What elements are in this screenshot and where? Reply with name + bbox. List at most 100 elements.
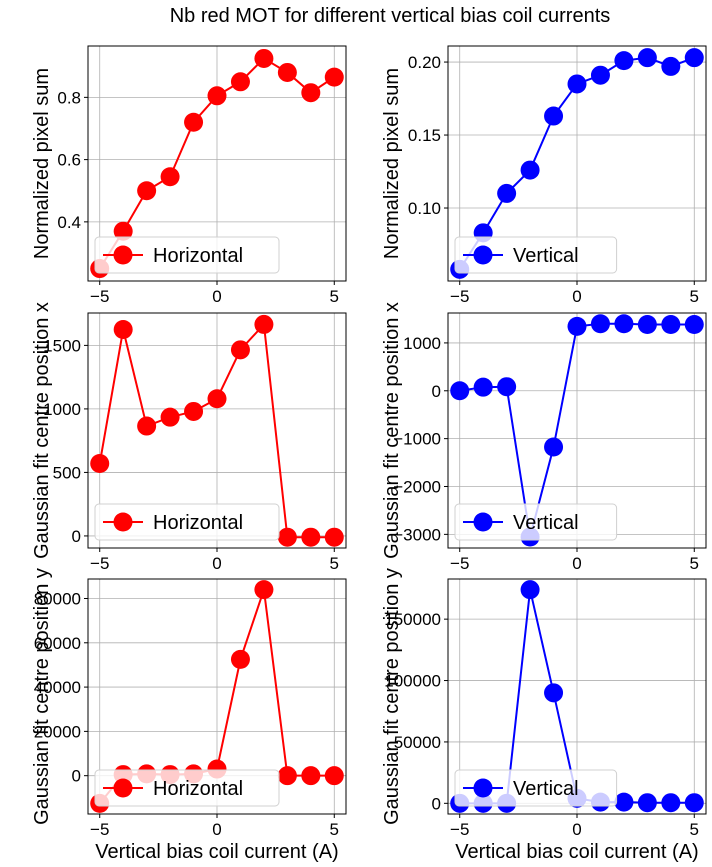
chart-2-legend: Horizontal <box>94 503 280 541</box>
chart-1-point-10 <box>684 48 704 68</box>
chart-4-point-10 <box>324 766 344 786</box>
chart-4-y-tick-label-0: 0 <box>72 767 81 786</box>
chart-0-y-tick-label-2: 0.8 <box>57 88 81 107</box>
chart-5-subplot: −5 0 5 0 50000 100000 150000 Vertical Gaussian f… <box>381 568 707 863</box>
chart-1-point-4 <box>544 106 564 126</box>
chart-2-point-4 <box>184 401 204 421</box>
chart-0-point-9 <box>301 83 321 103</box>
chart-2-point-6 <box>230 340 250 360</box>
subplot-grid: −5 0 5 0.4 0.6 0.8 Horizontal Normalized pixel … <box>31 45 707 863</box>
chart-4-y-tick-label-1: 20000 <box>34 722 81 741</box>
chart-1-x-tick-label-1: 0 <box>572 287 581 306</box>
chart-5-y-tick-label-2: 100000 <box>384 672 441 691</box>
chart-2-subplot: −5 0 5 0 500 1000 1500 Horizontal Gaussian fit c… <box>31 302 347 573</box>
chart-5-axes-frame <box>447 578 707 815</box>
figure-title: Nb red MOT for different vertical bias c… <box>170 5 611 27</box>
chart-5-y-tick-label-0: 0 <box>432 794 441 813</box>
chart-2-y-axis-label: Gaussian fit centre position x <box>31 302 53 559</box>
chart-0-legend-frame <box>94 236 280 274</box>
chart-4-axes-frame <box>87 578 347 815</box>
chart-3-y-axis-label: Gaussian fit centre position x <box>381 302 403 559</box>
chart-1-x-tick-label-2: 5 <box>690 287 699 306</box>
chart-5-point-10 <box>684 793 704 813</box>
chart-5-y-axis-label: Gaussian fit centre position y <box>381 568 403 825</box>
chart-0-point-6 <box>230 72 250 92</box>
chart-2-point-5 <box>207 389 227 409</box>
chart-2-y-tick-label-1: 500 <box>53 463 81 482</box>
chart-0-x-tick-label-0: −5 <box>90 287 109 306</box>
chart-3-subplot: −5 0 5 −3000 −2000 −1000 0 1000 Vertical Gaussian… <box>381 302 707 573</box>
chart-4-subplot: −5 0 5 0 20000 40000 60000 80000 Horizontal Gauss… <box>31 568 347 863</box>
chart-3-x-tick-label-2: 5 <box>690 554 699 573</box>
chart-2-y-tick-label-0: 0 <box>72 527 81 546</box>
chart-5-legend-frame <box>454 769 618 807</box>
chart-2-axes-frame <box>87 312 347 549</box>
chart-5-y-tick-label-1: 50000 <box>394 733 441 752</box>
chart-0-point-10 <box>324 67 344 87</box>
chart-1-y-tick-label-2: 0.20 <box>408 53 441 72</box>
chart-2-point-7 <box>254 314 274 334</box>
chart-5-legend-marker <box>473 778 493 798</box>
chart-0-x-tick-label-2: 5 <box>330 287 339 306</box>
chart-3-y-tick-label-4: 1000 <box>403 334 441 353</box>
chart-4-point-9 <box>301 766 321 786</box>
chart-2-legend-label: Horizontal <box>153 512 243 534</box>
chart-4-x-tick-label-1: 0 <box>212 820 221 839</box>
chart-0-point-3 <box>160 167 180 187</box>
chart-5-point-9 <box>661 793 681 813</box>
chart-5-legend: Vertical <box>454 769 618 807</box>
chart-0-point-8 <box>277 62 297 82</box>
chart-4-y-axis-label: Gaussian fit centre position y <box>31 568 53 825</box>
chart-1-point-8 <box>637 48 657 68</box>
chart-0-y-axis-label: Normalized pixel sum <box>31 68 53 259</box>
chart-3-y-tick-label-1: −2000 <box>393 477 441 496</box>
chart-1-y-tick-label-1: 0.15 <box>408 126 441 145</box>
chart-3-y-tick-label-0: −3000 <box>393 525 441 544</box>
chart-1-legend: Vertical <box>454 236 618 274</box>
chart-3-point-0 <box>450 381 470 401</box>
chart-4-y-tick-label-2: 40000 <box>34 678 81 697</box>
chart-4-y-tick-label-3: 60000 <box>34 634 81 653</box>
chart-3-point-4 <box>544 437 564 457</box>
chart-3-legend-frame <box>454 503 618 541</box>
chart-2-legend-marker <box>113 512 133 532</box>
chart-2-x-tick-label-0: −5 <box>90 554 109 573</box>
chart-2-point-1 <box>113 320 133 340</box>
chart-4-point-6 <box>230 649 250 669</box>
chart-1-y-axis-label: Normalized pixel sum <box>381 68 403 259</box>
chart-1-point-3 <box>520 160 540 180</box>
chart-3-point-10 <box>684 314 704 334</box>
chart-4-legend-marker <box>113 778 133 798</box>
chart-4-legend: Horizontal <box>94 769 280 807</box>
chart-5-x-axis-label: Vertical bias coil current (A) <box>455 841 698 863</box>
chart-1-x-tick-label-0: −5 <box>450 287 469 306</box>
chart-3-legend-marker <box>473 512 493 532</box>
chart-5-y-tick-label-3: 150000 <box>384 610 441 629</box>
chart-3-point-1 <box>473 377 493 397</box>
chart-0-point-7 <box>254 48 274 68</box>
chart-2-y-tick-label-3: 1500 <box>43 336 81 355</box>
chart-5-point-4 <box>544 683 564 703</box>
chart-4-x-tick-label-2: 5 <box>330 820 339 839</box>
chart-0-point-1 <box>113 221 133 241</box>
chart-2-point-9 <box>301 527 321 547</box>
chart-1-subplot: −5 0 5 0.10 0.15 0.20 Vertical Normalized pixel… <box>381 45 707 306</box>
chart-0-legend-label: Horizontal <box>153 245 243 267</box>
chart-4-x-tick-label-0: −5 <box>90 820 109 839</box>
chart-1-point-5 <box>567 74 587 94</box>
chart-2-point-3 <box>160 407 180 427</box>
chart-5-point-7 <box>614 792 634 812</box>
chart-0-axes-frame <box>87 45 347 282</box>
chart-4-x-axis-label: Vertical bias coil current (A) <box>95 841 338 863</box>
chart-1-point-9 <box>661 56 681 76</box>
chart-3-point-8 <box>637 314 657 334</box>
chart-4-point-8 <box>277 766 297 786</box>
chart-5-x-tick-label-0: −5 <box>450 820 469 839</box>
chart-3-y-tick-label-2: −1000 <box>393 430 441 449</box>
chart-0-y-tick-label-0: 0.4 <box>57 213 81 232</box>
chart-2-point-2 <box>137 416 157 436</box>
chart-3-x-tick-label-0: −5 <box>450 554 469 573</box>
chart-2-point-8 <box>277 527 297 547</box>
chart-3-axes-frame <box>447 312 707 549</box>
chart-4-point-7 <box>254 580 274 600</box>
